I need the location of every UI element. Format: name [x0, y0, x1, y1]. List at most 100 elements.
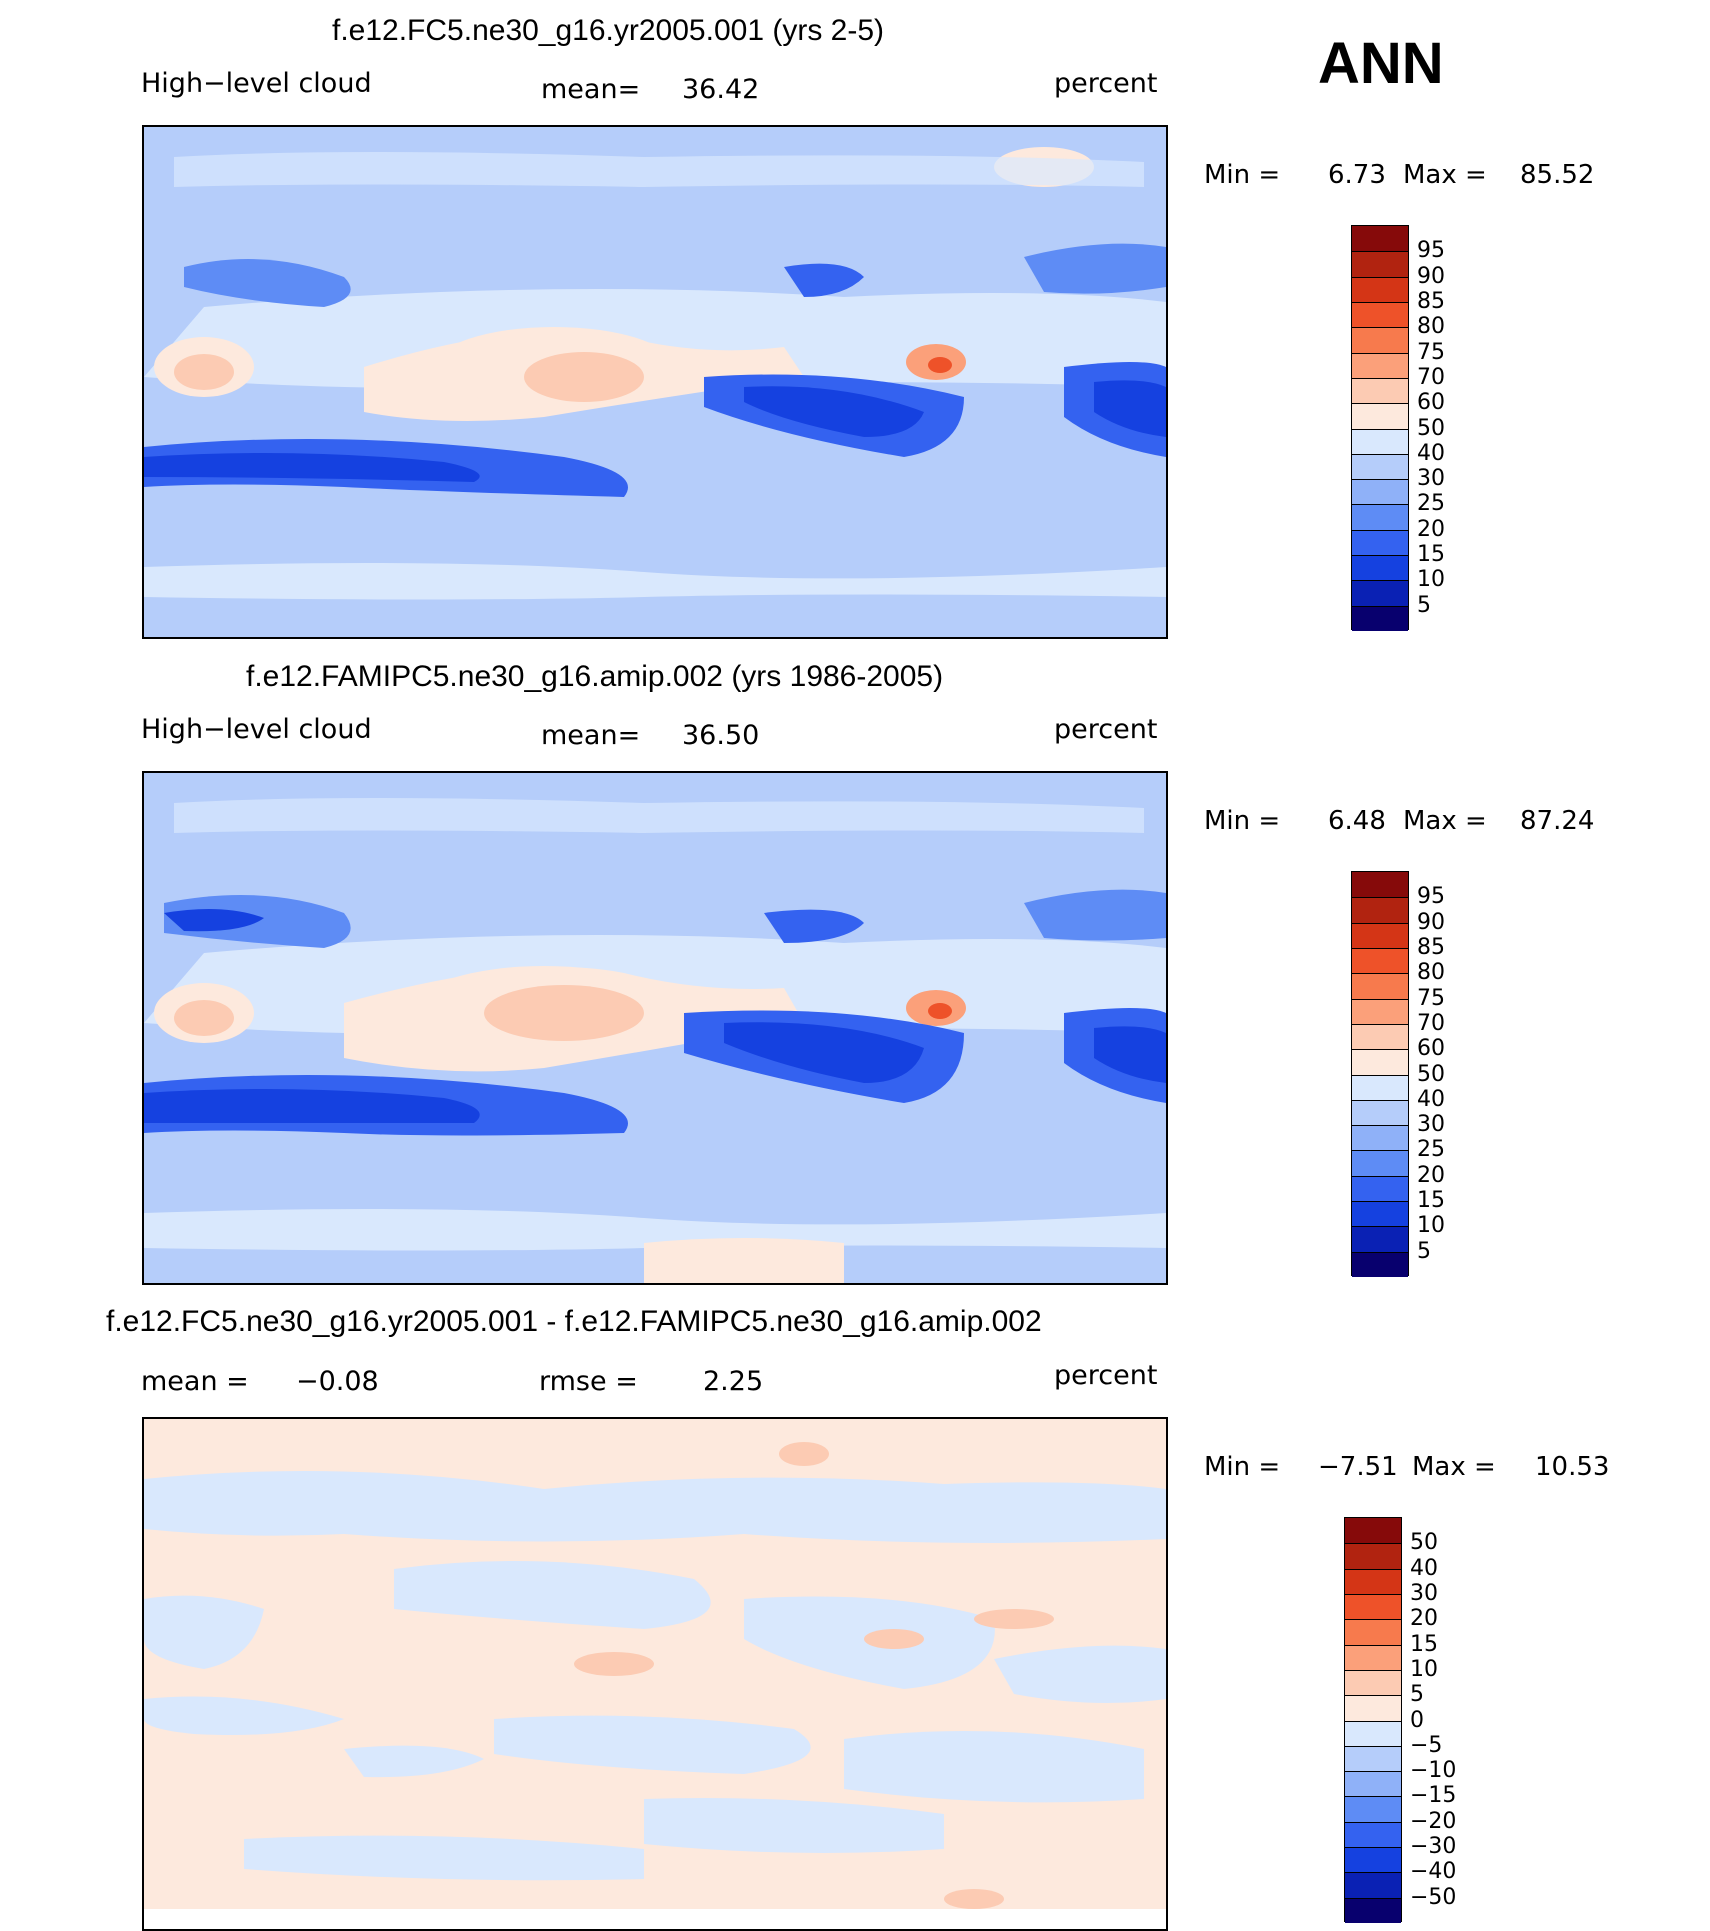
colorbar-swatch: [1345, 1543, 1401, 1569]
panel-title: f.e12.FC5.ne30_g16.yr2005.001 (yrs 2-5): [332, 14, 884, 47]
map-panel: [142, 1417, 1168, 1931]
colorbar-level-label: 15: [1417, 542, 1445, 568]
colorbar-level-label: 5: [1417, 1238, 1431, 1264]
max-value: 85.52: [1520, 160, 1595, 190]
colorbar-level-label: 90: [1417, 909, 1445, 935]
colorbar-level-label: 25: [1417, 491, 1445, 517]
colorbar-level-label: 70: [1417, 364, 1445, 390]
colorbar-level-label: 0: [1410, 1707, 1424, 1733]
colorbar-level-label: −5: [1410, 1732, 1443, 1758]
colorbar-level-label: 95: [1417, 238, 1445, 264]
map-panel: [142, 771, 1168, 1285]
colorbar-level-label: −15: [1410, 1783, 1457, 1809]
colorbar-level-label: 30: [1417, 1112, 1445, 1138]
units-label: percent: [1054, 1360, 1158, 1391]
mean-label: mean=: [541, 720, 641, 751]
colorbar-level-label: 40: [1410, 1555, 1438, 1581]
min-label: Min =: [1204, 1452, 1281, 1482]
colorbar-swatch: [1352, 428, 1408, 454]
mean-label: mean =: [141, 1366, 249, 1397]
colorbar-swatch: [1345, 1872, 1401, 1898]
contour-field: [144, 127, 1166, 637]
colorbar-level-label: 85: [1417, 288, 1445, 314]
colorbar-level-label: 30: [1410, 1580, 1438, 1606]
colorbar-level-label: 5: [1417, 592, 1431, 618]
map-panel: [142, 125, 1168, 639]
units-label: percent: [1054, 714, 1158, 745]
colorbar-swatch: [1352, 922, 1408, 948]
colorbar-swatch: [1352, 1226, 1408, 1252]
colorbar-swatch: [1345, 1796, 1401, 1822]
colorbar-swatch: [1352, 1150, 1408, 1176]
max-value: 10.53: [1535, 1452, 1610, 1482]
colorbar-swatch: [1352, 479, 1408, 505]
colorbar-level-label: 85: [1417, 934, 1445, 960]
colorbar-swatch: [1345, 1518, 1401, 1544]
colorbar-level-label: 20: [1417, 1162, 1445, 1188]
colorbar-swatch: [1352, 1099, 1408, 1126]
colorbar-swatch: [1345, 1695, 1401, 1721]
min-value: −7.51: [1318, 1452, 1398, 1482]
panel-title: f.e12.FC5.ne30_g16.yr2005.001 - f.e12.FA…: [106, 1305, 1042, 1338]
colorbar-level-label: 60: [1417, 1036, 1445, 1062]
colorbar: [1344, 1517, 1402, 1923]
colorbar-level-label: −20: [1410, 1808, 1457, 1834]
colorbar-swatch: [1352, 1023, 1408, 1050]
variable-label: High−level cloud: [141, 68, 372, 99]
colorbar-level-label: 90: [1417, 263, 1445, 289]
panel-title: f.e12.FAMIPC5.ne30_g16.amip.002 (yrs 198…: [246, 660, 944, 693]
mean-value: 36.50: [682, 720, 760, 751]
colorbar-level-label: 10: [1410, 1656, 1438, 1682]
colorbar-swatch: [1352, 947, 1408, 974]
colorbar-swatch: [1345, 1847, 1401, 1873]
colorbar-swatch: [1352, 276, 1408, 302]
max-label: Max =: [1412, 1452, 1496, 1482]
colorbar-level-label: 80: [1417, 314, 1445, 340]
season-label: ANN: [1318, 31, 1444, 96]
colorbar-level-label: 80: [1417, 960, 1445, 986]
min-value: 6.73: [1328, 160, 1386, 190]
colorbar-swatch: [1352, 1049, 1408, 1075]
colorbar-swatch: [1345, 1568, 1401, 1594]
colorbar-level-label: 40: [1417, 1086, 1445, 1112]
colorbar-swatch: [1352, 555, 1408, 581]
colorbar-level-label: 10: [1417, 1213, 1445, 1239]
colorbar-swatch: [1345, 1745, 1401, 1772]
colorbar-swatch: [1345, 1619, 1401, 1645]
colorbar-level-label: 75: [1417, 985, 1445, 1011]
colorbar-level-label: 10: [1417, 567, 1445, 593]
rmse-label: rmse =: [539, 1366, 638, 1397]
colorbar-swatch: [1352, 897, 1408, 923]
colorbar-swatch: [1352, 1125, 1408, 1151]
colorbar-swatch: [1352, 1175, 1408, 1202]
colorbar-level-label: 20: [1417, 516, 1445, 542]
colorbar: [1351, 225, 1409, 631]
colorbar-swatch: [1352, 1201, 1408, 1227]
colorbar-swatch: [1352, 327, 1408, 353]
colorbar-swatch: [1352, 1251, 1408, 1277]
colorbar-level-label: 15: [1410, 1631, 1438, 1657]
colorbar-level-label: −10: [1410, 1758, 1457, 1784]
colorbar-swatch: [1352, 352, 1408, 378]
colorbar-level-label: −50: [1410, 1884, 1457, 1910]
colorbar-swatch: [1345, 1821, 1401, 1848]
rmse-value: 2.25: [703, 1366, 764, 1397]
colorbar-level-label: 70: [1417, 1010, 1445, 1036]
colorbar-swatch: [1352, 301, 1408, 328]
colorbar-level-label: 50: [1410, 1530, 1438, 1556]
mean-value: −0.08: [296, 1366, 379, 1397]
mean-label: mean=: [541, 74, 641, 105]
colorbar-swatch: [1352, 403, 1408, 429]
colorbar-level-label: 25: [1417, 1137, 1445, 1163]
colorbar-level-label: 50: [1417, 415, 1445, 441]
colorbar-swatch: [1352, 377, 1408, 404]
colorbar-swatch: [1352, 872, 1408, 898]
contour-field: [144, 1419, 1166, 1909]
colorbar-swatch: [1352, 1074, 1408, 1100]
max-label: Max =: [1403, 160, 1487, 190]
colorbar-swatch: [1345, 1644, 1401, 1670]
colorbar-swatch: [1345, 1771, 1401, 1797]
min-label: Min =: [1204, 160, 1281, 190]
colorbar-swatch: [1352, 453, 1408, 480]
colorbar-level-label: 50: [1417, 1061, 1445, 1087]
